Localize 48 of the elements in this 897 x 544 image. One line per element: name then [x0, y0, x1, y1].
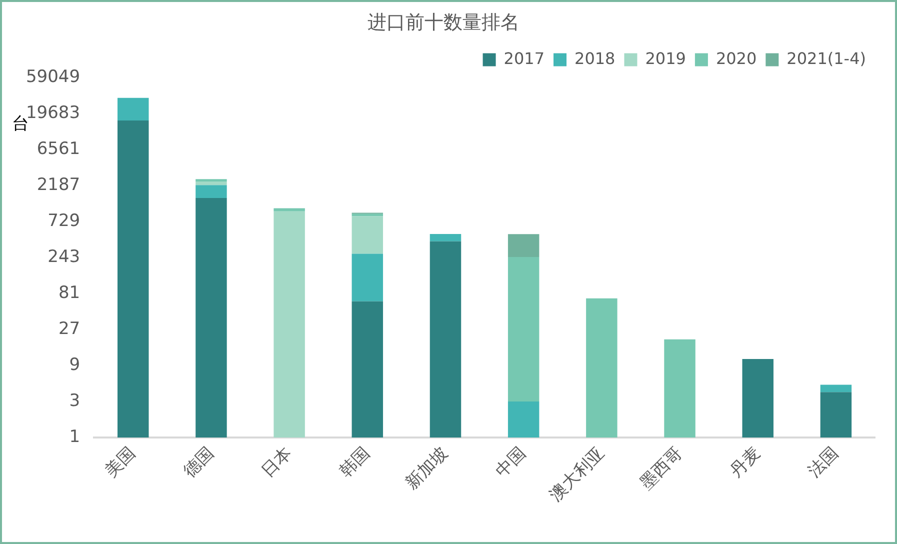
bar: [820, 392, 852, 438]
y-tick-label: 3: [69, 390, 80, 411]
bar: [508, 256, 540, 402]
bar: [352, 214, 384, 216]
x-tick-label: 德国: [180, 443, 218, 482]
x-tick-label: 美国: [102, 443, 140, 482]
x-tick-label: 丹麦: [726, 443, 765, 482]
y-tick-label: 59049: [26, 67, 80, 88]
bar: [508, 234, 540, 257]
y-tick-label: 2187: [36, 175, 80, 196]
y-tick-label: 6561: [36, 139, 80, 160]
y-axis-title: 台: [12, 114, 29, 135]
bar: [820, 384, 852, 392]
y-tick-label: 1: [69, 426, 80, 447]
y-tick-label: 27: [58, 319, 80, 340]
bar: [196, 198, 227, 438]
legend-label: 2021(1-4): [786, 48, 866, 68]
bar: [118, 98, 149, 121]
bar: [430, 234, 462, 242]
bar: [352, 216, 384, 254]
bar: [742, 358, 774, 438]
legend-label: 2017: [504, 48, 545, 68]
x-tick-label: 日本: [258, 443, 296, 482]
bar: [196, 185, 227, 198]
x-tick-label: 墨西哥: [636, 443, 686, 494]
y-tick-label: 9: [69, 354, 80, 375]
bar: [196, 181, 227, 186]
x-tick-label: 新加坡: [402, 443, 452, 494]
bar: [430, 241, 462, 438]
legend-label: 2019: [645, 48, 686, 68]
bar: [118, 120, 149, 438]
bar: [352, 301, 384, 438]
bar: [586, 298, 618, 438]
y-tick-label: 729: [48, 211, 80, 232]
bar: [274, 211, 305, 438]
chart-title: 进口前十数量排名: [368, 11, 520, 34]
x-tick-label: 澳大利亚: [546, 443, 608, 506]
x-tick-label: 韩国: [336, 443, 374, 482]
bar: [352, 254, 384, 302]
legend-label: 2018: [574, 48, 616, 68]
x-tick-label: 中国: [492, 443, 530, 482]
x-tick-label: 法国: [804, 443, 843, 482]
legend-label: 2020: [716, 48, 757, 68]
bar: [508, 402, 540, 438]
y-tick-label: 81: [58, 283, 80, 304]
bar: [664, 339, 696, 438]
y-tick-label: 243: [48, 247, 80, 268]
bar: [274, 208, 305, 212]
